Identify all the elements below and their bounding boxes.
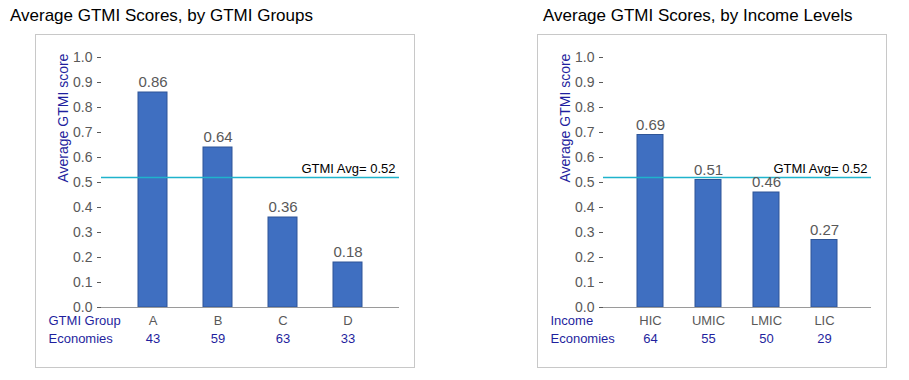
svg-text:0.69: 0.69: [636, 116, 665, 133]
svg-text:0.5: 0.5: [73, 174, 93, 190]
svg-text:0.2: 0.2: [73, 249, 93, 265]
svg-text:D: D: [343, 313, 352, 328]
svg-text:43: 43: [146, 331, 160, 346]
svg-text:LMIC: LMIC: [751, 313, 782, 328]
svg-text:0.86: 0.86: [138, 73, 167, 90]
svg-text:0.9: 0.9: [73, 74, 93, 90]
svg-text:0.51: 0.51: [694, 161, 723, 178]
svg-text:0.5: 0.5: [575, 174, 595, 190]
svg-text:0.8: 0.8: [575, 99, 595, 115]
svg-text:Average GTMI score: Average GTMI score: [55, 53, 71, 182]
svg-text:0.18: 0.18: [333, 243, 362, 260]
svg-text:Average GTMI score: Average GTMI score: [557, 53, 573, 182]
svg-text:C: C: [278, 313, 287, 328]
svg-text:1.0: 1.0: [73, 49, 93, 65]
svg-text:GTMI Avg= 0.52: GTMI Avg= 0.52: [301, 161, 395, 176]
svg-text:0.0: 0.0: [73, 299, 93, 315]
svg-text:0.3: 0.3: [575, 224, 595, 240]
svg-text:0.2: 0.2: [575, 249, 595, 265]
svg-text:59: 59: [211, 331, 225, 346]
svg-text:0.6: 0.6: [575, 149, 595, 165]
svg-text:0.1: 0.1: [73, 274, 93, 290]
svg-text:0.64: 0.64: [203, 128, 232, 145]
svg-text:63: 63: [276, 331, 290, 346]
svg-text:29: 29: [817, 331, 831, 346]
svg-text:55: 55: [701, 331, 715, 346]
svg-text:GTMI Avg= 0.52: GTMI Avg= 0.52: [773, 161, 867, 176]
svg-text:HIC: HIC: [639, 313, 661, 328]
svg-text:Income: Income: [551, 313, 594, 328]
svg-text:1.0: 1.0: [575, 49, 595, 65]
svg-text:UMIC: UMIC: [692, 313, 725, 328]
html-text:Average GTMI Scores, by Income: Average GTMI Scores, by Income Levels: [543, 6, 853, 25]
svg-text:33: 33: [341, 331, 355, 346]
svg-text:0.0: 0.0: [575, 299, 595, 315]
svg-text:A: A: [149, 313, 158, 328]
svg-text:0.7: 0.7: [73, 124, 93, 140]
svg-text:LIC: LIC: [814, 313, 834, 328]
svg-text:GTMI Group: GTMI Group: [49, 313, 121, 328]
svg-text:0.46: 0.46: [752, 173, 781, 190]
svg-text:0.27: 0.27: [810, 221, 839, 238]
svg-text:0.7: 0.7: [575, 124, 595, 140]
svg-text:B: B: [214, 313, 223, 328]
svg-text:0.6: 0.6: [73, 149, 93, 165]
svg-text:0.4: 0.4: [575, 199, 595, 215]
svg-text:0.36: 0.36: [268, 198, 297, 215]
svg-text:0.4: 0.4: [73, 199, 93, 215]
svg-text:Economies: Economies: [49, 331, 114, 346]
svg-text:0.8: 0.8: [73, 99, 93, 115]
svg-text:50: 50: [759, 331, 773, 346]
svg-text:0.1: 0.1: [575, 274, 595, 290]
svg-text:0.9: 0.9: [575, 74, 595, 90]
svg-text:64: 64: [643, 331, 657, 346]
svg-text:Economies: Economies: [551, 331, 616, 346]
svg-text:0.3: 0.3: [73, 224, 93, 240]
html-text:Average GTMI Scores, by GTMI G: Average GTMI Scores, by GTMI Groups: [10, 6, 313, 25]
